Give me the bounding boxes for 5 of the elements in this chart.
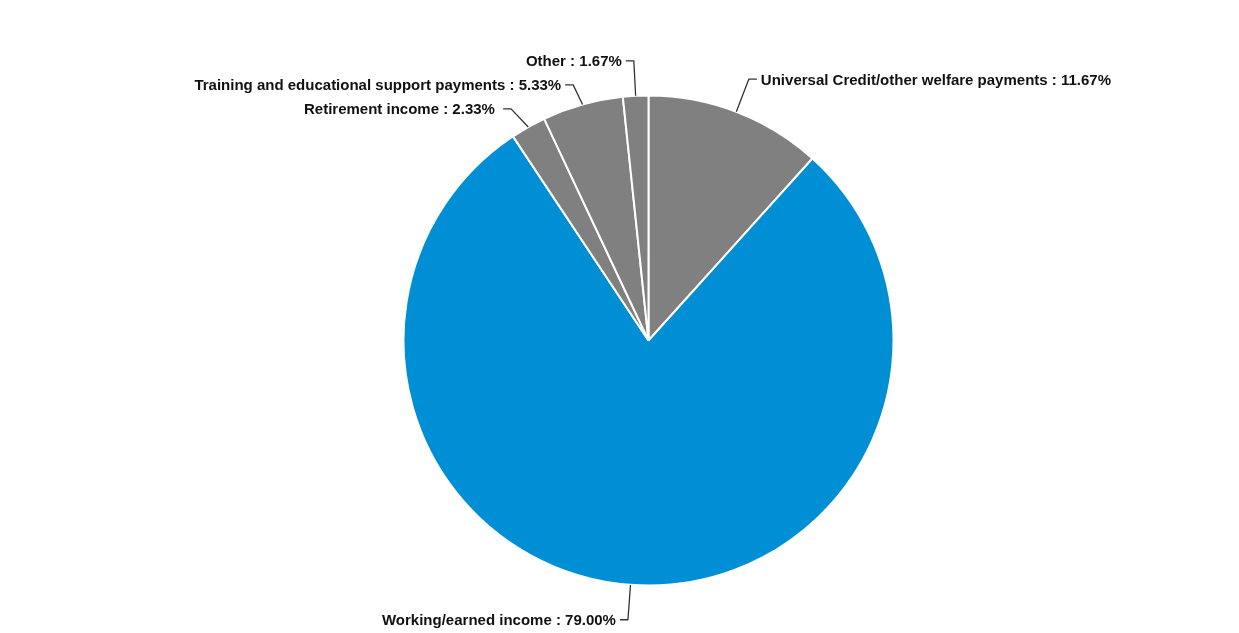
slice-label: Universal Credit/other welfare payments : 11.67% — [760, 70, 1112, 88]
slice-label: Training and educational support payments : 5.33% — [194, 76, 562, 94]
slice-label: Working/earned income : 79.00% — [381, 611, 616, 629]
slice-label: Other : 1.67% — [525, 52, 622, 70]
slice-label: Retirement income : 2.33% — [304, 100, 495, 118]
